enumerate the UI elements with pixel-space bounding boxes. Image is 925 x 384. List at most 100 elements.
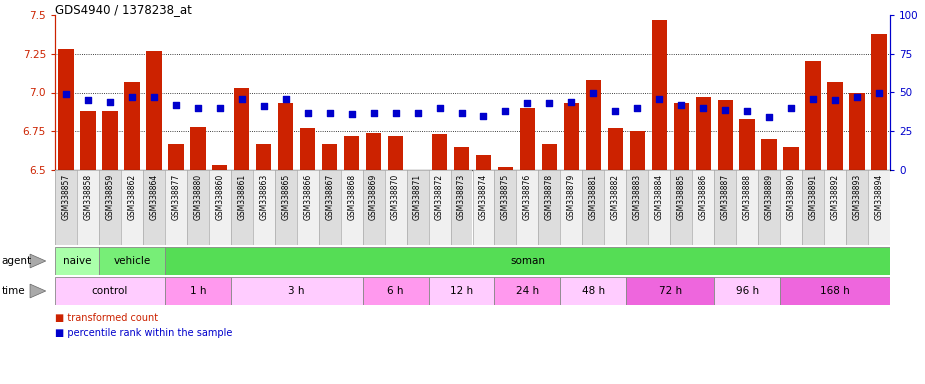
Text: 24 h: 24 h — [516, 286, 539, 296]
Bar — [475, 154, 491, 170]
Point — [762, 114, 777, 120]
Point — [542, 100, 557, 106]
Bar — [388, 136, 403, 170]
Point — [432, 105, 447, 111]
Text: GSM338875: GSM338875 — [501, 174, 510, 220]
Bar — [651, 20, 667, 170]
Text: GSM338874: GSM338874 — [479, 174, 488, 220]
Point — [630, 105, 645, 111]
Bar — [209, 170, 231, 245]
Text: time: time — [2, 286, 26, 296]
Point — [168, 102, 183, 108]
Bar — [761, 139, 777, 170]
Point — [58, 91, 73, 97]
Bar — [583, 170, 604, 245]
Bar — [55, 277, 165, 305]
Text: GSM338890: GSM338890 — [786, 174, 796, 220]
Point — [256, 103, 271, 109]
Point — [673, 102, 688, 108]
Point — [652, 96, 667, 102]
Text: 168 h: 168 h — [820, 286, 850, 296]
Point — [696, 105, 710, 111]
Text: GSM338882: GSM338882 — [610, 174, 620, 220]
Point — [740, 108, 755, 114]
Text: GSM338881: GSM338881 — [589, 174, 598, 220]
Bar — [454, 147, 469, 170]
Bar — [802, 170, 824, 245]
Text: GSM338885: GSM338885 — [677, 174, 685, 220]
Text: 12 h: 12 h — [450, 286, 473, 296]
Bar — [780, 170, 802, 245]
Bar — [322, 144, 338, 170]
Text: GSM338860: GSM338860 — [216, 174, 224, 220]
Bar — [432, 134, 447, 170]
Bar — [630, 131, 645, 170]
Text: GSM338893: GSM338893 — [853, 174, 861, 220]
Bar — [696, 97, 711, 170]
Text: naive: naive — [63, 256, 92, 266]
Bar — [542, 144, 557, 170]
Point — [213, 105, 228, 111]
Bar — [142, 170, 165, 245]
Bar — [99, 170, 121, 245]
Point — [191, 105, 205, 111]
Point — [410, 109, 425, 116]
Text: 48 h: 48 h — [582, 286, 605, 296]
Bar — [55, 247, 99, 275]
Bar — [671, 170, 692, 245]
Point — [80, 97, 95, 103]
Point — [586, 89, 600, 96]
Bar — [278, 103, 293, 170]
Text: GSM338866: GSM338866 — [303, 174, 313, 220]
Point — [718, 106, 733, 113]
Bar — [99, 247, 165, 275]
Text: GSM338877: GSM338877 — [171, 174, 180, 220]
Text: vehicle: vehicle — [113, 256, 151, 266]
Bar — [165, 247, 890, 275]
Bar — [363, 170, 385, 245]
Text: 3 h: 3 h — [289, 286, 305, 296]
Text: GSM338888: GSM338888 — [743, 174, 752, 220]
Bar — [495, 277, 561, 305]
Point — [608, 108, 623, 114]
Bar — [563, 103, 579, 170]
Bar — [253, 170, 275, 245]
Text: agent: agent — [2, 256, 32, 266]
Bar — [103, 111, 117, 170]
Text: GSM338861: GSM338861 — [238, 174, 246, 220]
Bar — [124, 82, 140, 170]
Bar — [275, 170, 297, 245]
Text: soman: soman — [510, 256, 545, 266]
Bar — [806, 61, 820, 170]
Text: GSM338876: GSM338876 — [523, 174, 532, 220]
Text: GSM338857: GSM338857 — [61, 174, 70, 220]
Bar — [297, 170, 319, 245]
Text: GSM338889: GSM338889 — [765, 174, 773, 220]
Bar — [300, 128, 315, 170]
Point — [103, 99, 117, 105]
Bar — [783, 147, 799, 170]
Point — [301, 109, 315, 116]
Text: GSM338891: GSM338891 — [808, 174, 818, 220]
Bar — [58, 49, 74, 170]
Bar — [561, 277, 626, 305]
Bar — [586, 80, 601, 170]
Bar — [827, 82, 843, 170]
Bar — [714, 170, 736, 245]
Point — [783, 105, 798, 111]
Text: GSM338880: GSM338880 — [193, 174, 203, 220]
Bar — [780, 277, 890, 305]
Bar — [234, 88, 250, 170]
Bar — [231, 170, 253, 245]
Point — [388, 109, 403, 116]
Bar — [231, 277, 363, 305]
Bar — [849, 93, 865, 170]
Point — [828, 97, 843, 103]
Text: GSM338879: GSM338879 — [567, 174, 576, 220]
Bar — [363, 277, 428, 305]
Text: GSM338884: GSM338884 — [655, 174, 664, 220]
Bar — [871, 34, 887, 170]
Point — [125, 94, 140, 100]
Text: 6 h: 6 h — [388, 286, 404, 296]
Bar — [319, 170, 340, 245]
